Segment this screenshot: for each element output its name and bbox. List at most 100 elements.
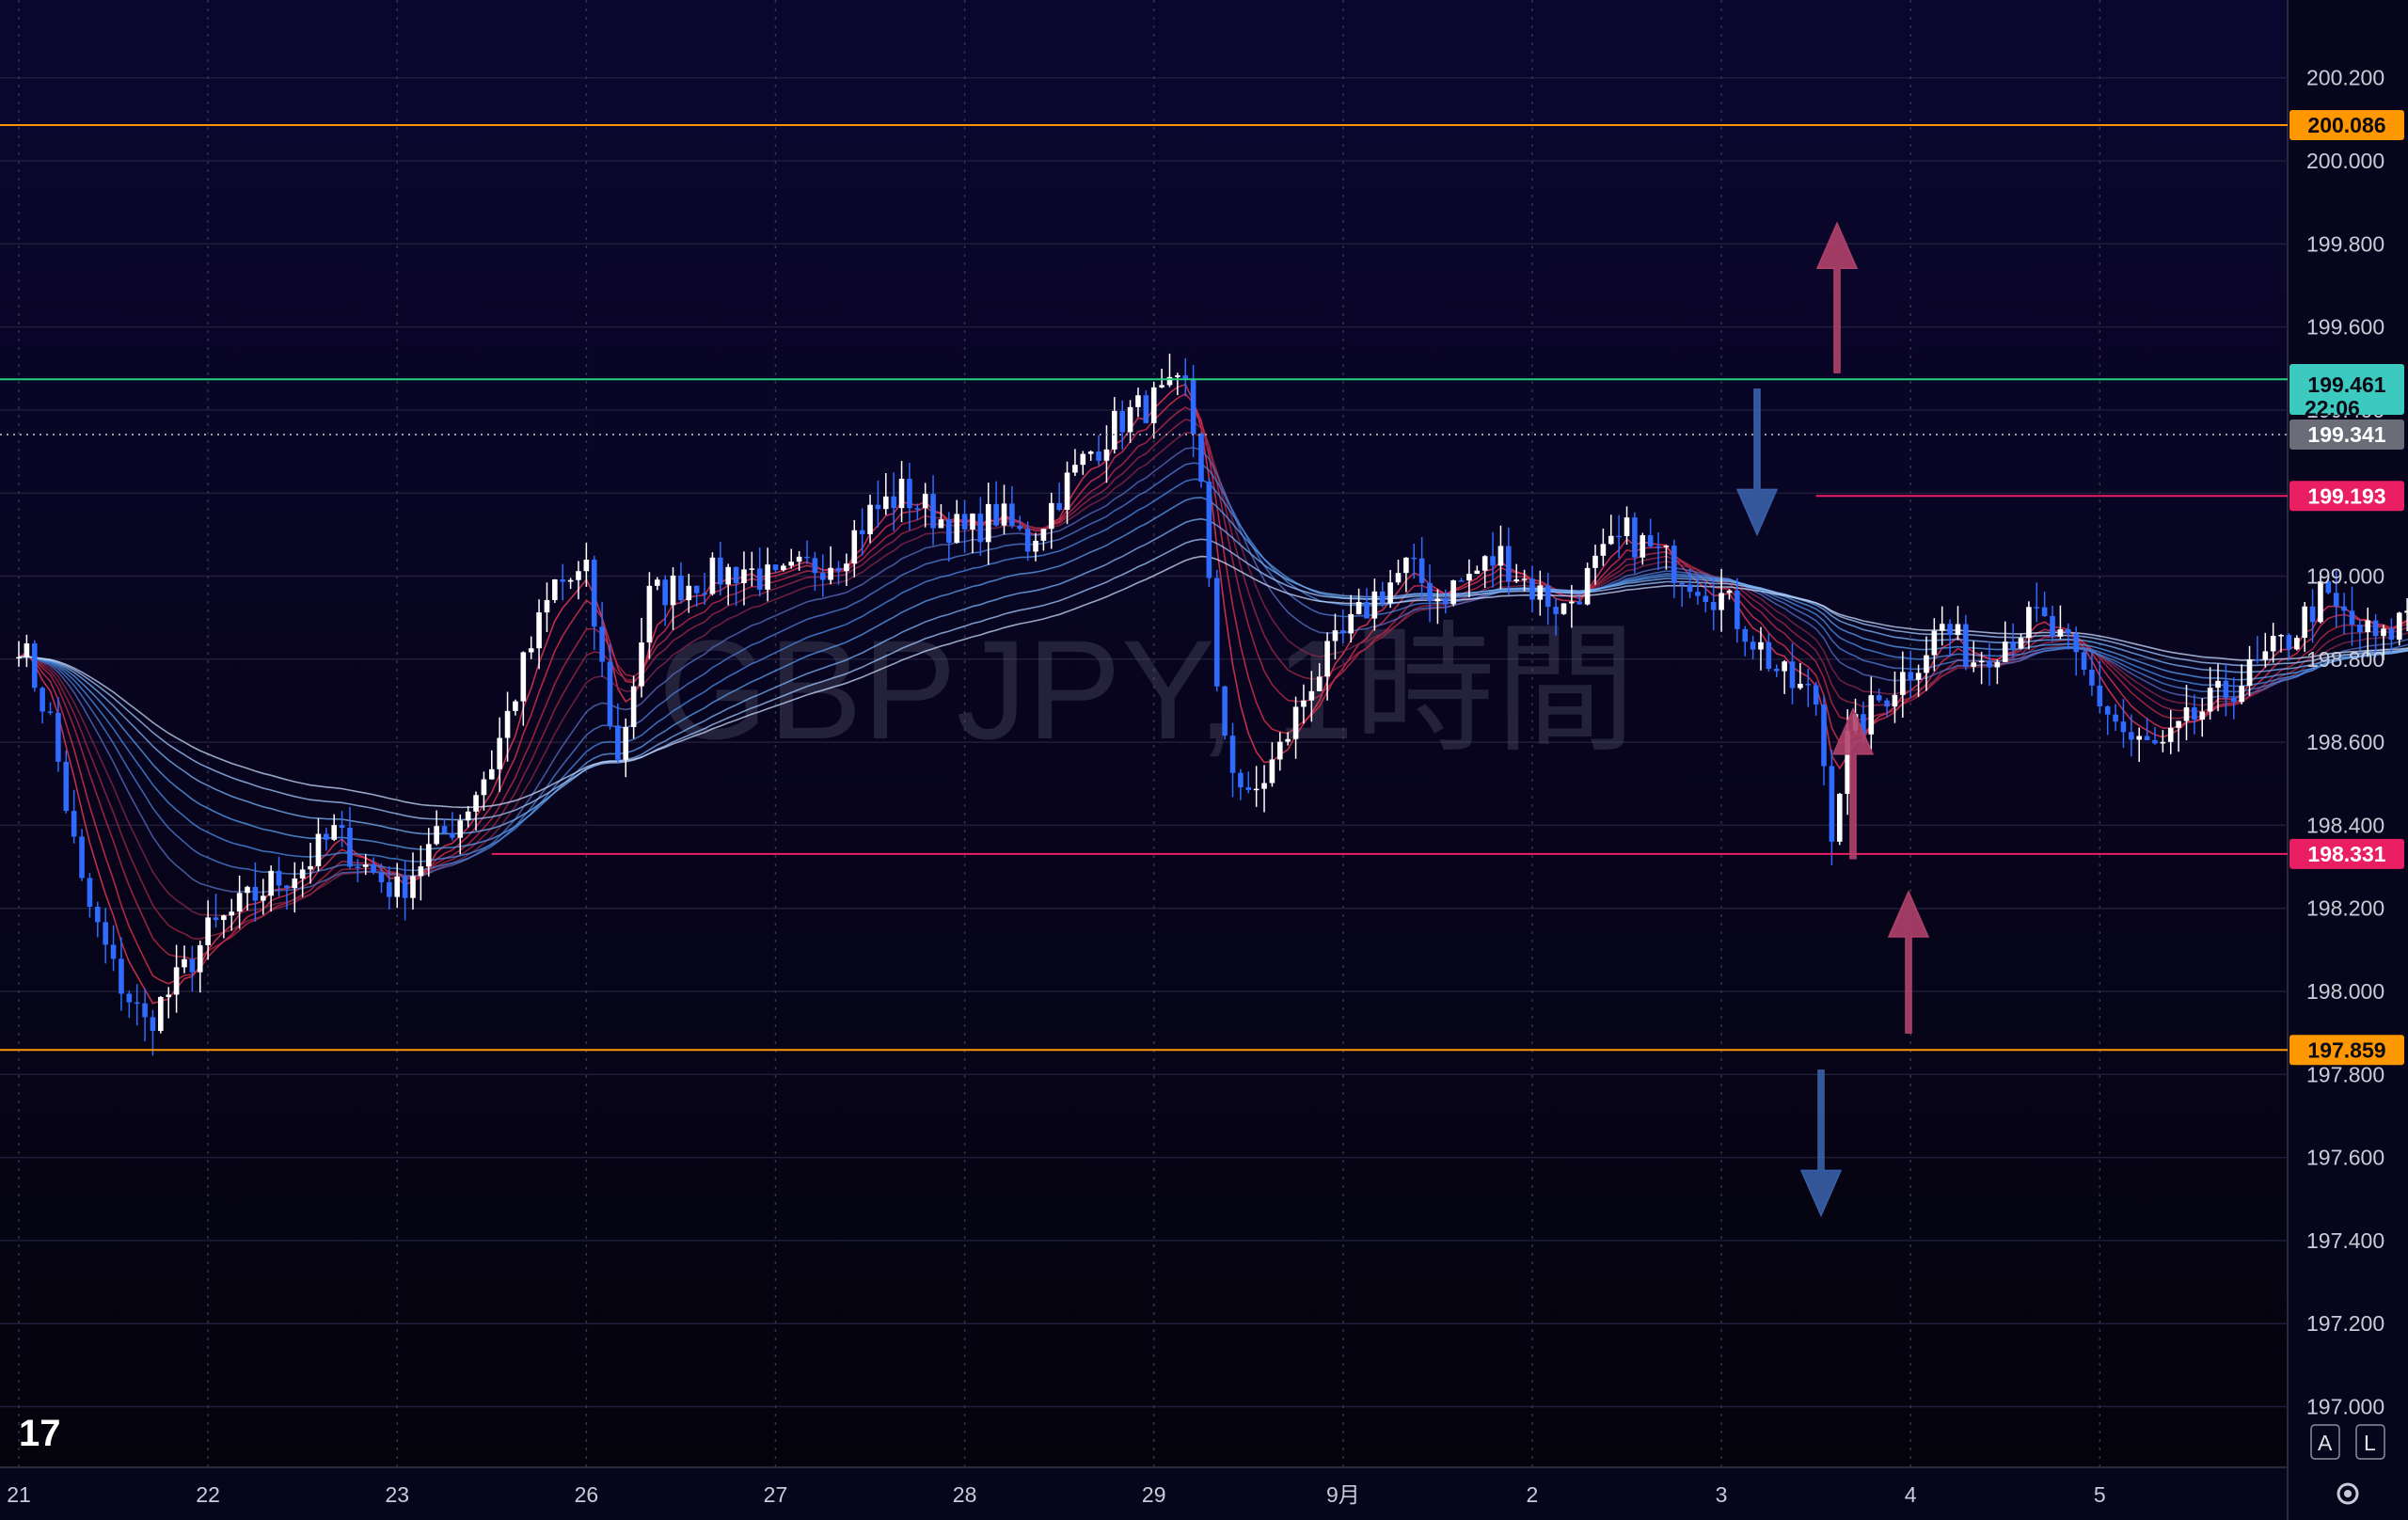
candle-body (1600, 544, 1607, 556)
candle-body (1348, 613, 1354, 634)
candle-body (914, 508, 921, 510)
price-tick-label: 198.600 (2306, 730, 2384, 754)
candle-body (741, 569, 747, 584)
candle-body (1529, 578, 1535, 600)
horizontal-lines[interactable] (0, 124, 2288, 1052)
candle-body (1056, 502, 1062, 510)
candle-body (1150, 387, 1157, 423)
candle-body (229, 911, 235, 916)
candle-body (1087, 451, 1094, 454)
candle-body (1159, 385, 1164, 388)
candle-body (1308, 690, 1315, 701)
candle-body (930, 494, 936, 529)
candle-body (1971, 662, 1977, 667)
price-tick-label: 199.600 (2306, 315, 2384, 340)
candle-body (2010, 641, 2016, 649)
candle-body (528, 648, 534, 653)
candle-body (646, 585, 653, 643)
candle-body (245, 886, 250, 894)
candle-body (607, 661, 613, 726)
candle-body (1876, 695, 1882, 701)
candle-body (260, 895, 266, 901)
candle-body (804, 556, 810, 559)
candle-body (2349, 610, 2355, 625)
candle-body (1789, 661, 1796, 689)
candle-body (1742, 628, 1749, 642)
candle-body (119, 958, 124, 994)
down-arrow[interactable] (1735, 388, 1779, 537)
candle-body (954, 514, 960, 544)
scale-log-button[interactable]: L (2355, 1424, 2385, 1460)
ma-line (18, 478, 2408, 863)
candle-body (1663, 546, 1670, 547)
candle-body (1758, 641, 1764, 650)
candle-body (1340, 630, 1346, 634)
price-tick-label: 200.200 (2306, 66, 2384, 90)
candle-body (2325, 581, 2332, 594)
candle-body (1355, 602, 1362, 614)
candle-body (2176, 720, 2181, 728)
settings-gear-icon[interactable] (2337, 1482, 2359, 1505)
candle-body (1379, 591, 1386, 604)
candle-body (1395, 573, 1402, 583)
price-tick-label: 198.000 (2306, 979, 2384, 1004)
candle-body (907, 479, 912, 509)
candle-body (276, 870, 282, 886)
candle-body (2404, 610, 2408, 613)
candle-body (2207, 688, 2213, 712)
up-arrow[interactable] (1887, 890, 1930, 1034)
candle-body (1387, 582, 1393, 604)
candle-body (1900, 672, 1906, 695)
candle-body (2341, 606, 2347, 611)
candle-body (2002, 641, 2008, 662)
candle-body (2396, 612, 2402, 641)
up-arrow[interactable] (1815, 221, 1859, 373)
price-axis-panel[interactable] (2288, 0, 2408, 1467)
candle-body (166, 994, 172, 997)
candle-body (1364, 602, 1370, 619)
price-badge (2289, 481, 2404, 512)
date-tick-label: 22 (196, 1482, 220, 1507)
date-tick-label: 9月 (1326, 1482, 1360, 1507)
candle-body (2239, 686, 2244, 703)
candle-body (993, 503, 999, 526)
date-tick-label: 5 (2094, 1482, 2106, 1507)
candle-body (859, 530, 865, 534)
candle-body (1127, 406, 1133, 433)
candle-body (1671, 546, 1677, 583)
ma-line (18, 447, 2408, 894)
candle-body (583, 560, 590, 572)
candle-body (678, 575, 684, 601)
candle-body (2120, 721, 2127, 733)
projection-arrows[interactable] (1735, 221, 1930, 1218)
candle-body (1285, 738, 1291, 742)
price-tick-label: 197.800 (2306, 1062, 2384, 1086)
candle-body (2152, 739, 2158, 744)
candle-body (410, 876, 416, 898)
candle-body (1656, 546, 1661, 548)
candle-body (24, 643, 30, 657)
candle-body (1001, 503, 1007, 526)
candle-body (985, 503, 991, 543)
candle-body (481, 779, 487, 796)
candle-body (1836, 793, 1843, 842)
up-arrow[interactable] (1831, 706, 1875, 860)
time-axis-panel[interactable] (0, 1467, 2408, 1520)
price-badge (2289, 1035, 2404, 1066)
candle-body (1695, 592, 1701, 596)
candle-body (1182, 375, 1189, 380)
candle-body (1939, 624, 1945, 631)
scale-auto-button[interactable]: A (2310, 1424, 2340, 1460)
tradingview-logo[interactable]: 17 (19, 1413, 61, 1454)
candle-body (772, 564, 779, 571)
date-tick-label: 21 (7, 1482, 31, 1507)
candle-body (1861, 714, 1866, 735)
candle-body (1915, 673, 1922, 680)
date-tick-label: 4 (1905, 1482, 1917, 1507)
last-close-badge (2289, 419, 2404, 450)
candle-body (434, 826, 439, 845)
down-arrow[interactable] (1799, 1069, 1843, 1218)
candle-body (1024, 529, 1031, 552)
candle-body (576, 571, 581, 580)
